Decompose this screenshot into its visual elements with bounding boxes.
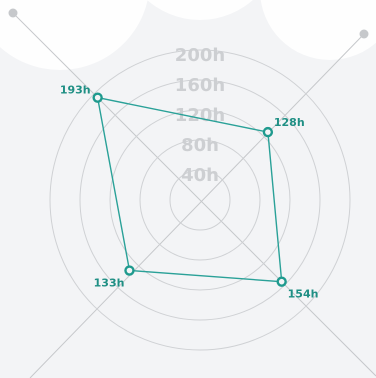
data-point-label: 133h bbox=[94, 277, 125, 290]
ring-label: 120h bbox=[175, 105, 225, 126]
background-blob bbox=[260, 0, 376, 60]
grid-ring bbox=[49, 49, 351, 351]
grid-ring bbox=[169, 169, 231, 231]
data-point bbox=[276, 276, 287, 287]
spoke-end-dot bbox=[8, 8, 18, 18]
spoke-end-dot bbox=[359, 29, 369, 39]
grid-ring bbox=[139, 139, 261, 261]
data-point bbox=[92, 92, 103, 103]
data-point-label: 193h bbox=[60, 84, 91, 97]
spoke-line bbox=[11, 11, 376, 377]
ring-label: 160h bbox=[175, 75, 225, 96]
grid-ring bbox=[109, 109, 291, 291]
data-point-label: 154h bbox=[288, 288, 319, 301]
data-point bbox=[262, 126, 274, 138]
spoke-line bbox=[29, 33, 365, 378]
background-blob bbox=[147, 0, 253, 20]
data-point-label: 128h bbox=[274, 116, 305, 129]
ring-label: 80h bbox=[181, 135, 219, 156]
background-blob bbox=[0, 0, 148, 70]
data-point bbox=[124, 265, 135, 276]
ring-label: 200h bbox=[175, 45, 225, 66]
grid-ring bbox=[79, 79, 321, 321]
ring-label: 40h bbox=[181, 165, 219, 186]
